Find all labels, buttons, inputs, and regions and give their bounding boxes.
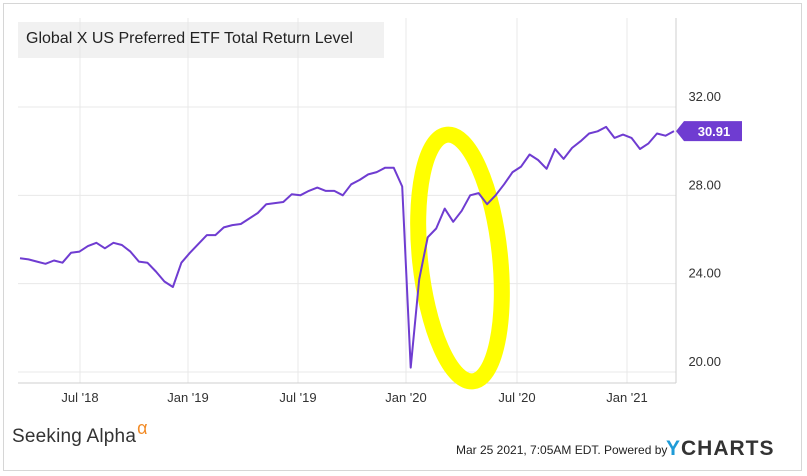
y-tick-label: 28.00 — [688, 177, 721, 192]
chart-frame — [3, 3, 802, 471]
seeking-alpha-logo: Seeking Alphaα — [12, 418, 148, 448]
y-axis-ticks: 20.00 24.00 28.00 32.00 — [688, 89, 721, 369]
timestamp: Mar 25 2021, 7:05AM EDT. — [456, 443, 601, 457]
grid-layer — [18, 18, 677, 384]
x-tick-label: Jan '21 — [606, 390, 648, 405]
last-value-marker-layer: 30.91 — [676, 121, 742, 142]
x-tick-label: Jul '18 — [61, 390, 98, 405]
ycharts-y: Y — [666, 437, 682, 460]
y-tick-label: 20.00 — [688, 354, 721, 369]
ycharts-logo: YCHARTS — [666, 437, 775, 461]
series-line — [19, 125, 675, 369]
ycharts-text: CHARTS — [681, 437, 775, 460]
x-tick-label: Jul '20 — [498, 390, 535, 405]
last-value-label: 30.91 — [698, 124, 731, 139]
brand-name: Seeking Alpha — [12, 426, 137, 447]
title-background — [18, 22, 384, 58]
last-value-tag — [676, 121, 742, 142]
y-tick-label: 32.00 — [688, 89, 721, 104]
x-tick-label: Jan '19 — [167, 390, 209, 405]
chart-title: Global X US Preferred ETF Total Return L… — [26, 30, 353, 47]
highlight-layer — [410, 126, 510, 390]
x-axis-ticks: Jul '18 Jan '19 Jul '19 Jan '20 Jul '20 Jan '… — [61, 390, 647, 405]
powered-by-label: Powered by — [604, 443, 668, 457]
highlight-ellipse — [410, 126, 510, 390]
y-tick-label: 24.00 — [688, 266, 721, 281]
alpha-symbol: α — [137, 418, 148, 438]
x-tick-label: Jul '19 — [279, 390, 316, 405]
series-layer — [19, 125, 675, 369]
x-tick-label: Jan '20 — [385, 390, 427, 405]
